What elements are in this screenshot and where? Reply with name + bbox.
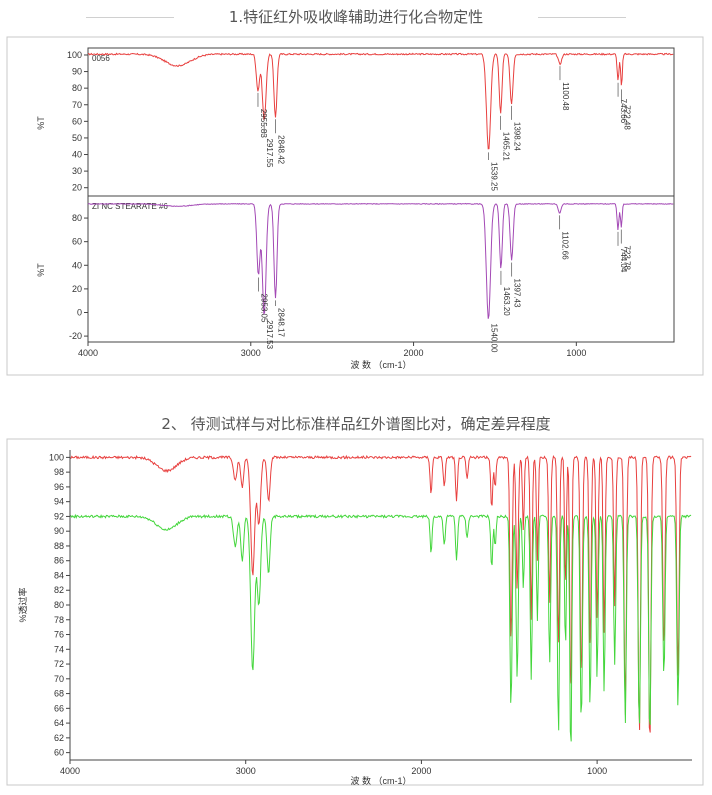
y-tick-label: 100 — [49, 452, 64, 462]
y-tick-label: 68 — [54, 689, 64, 699]
y-tick-label: 86 — [54, 556, 64, 566]
title-rule-right-1 — [538, 17, 626, 18]
ir-spectrum-chart-2: 100 98 96 94 92 90 88 86 84 82 80 78 76 74 72 70 68 66 64 6… — [6, 438, 704, 786]
y-tick-label: 72 — [54, 659, 64, 669]
peak-label: 1465.21 — [502, 132, 511, 161]
peak-label: 743.66 — [619, 99, 628, 124]
peak-label: 1102.66 — [561, 231, 570, 260]
y-tick-label: 70 — [72, 100, 82, 110]
peak-label: 1100.48 — [561, 82, 570, 111]
series-name: ZI NC STEARATE #6 — [92, 202, 168, 211]
x-tick-label: 1000 — [566, 348, 586, 358]
spectrum-line-red — [70, 454, 692, 733]
peak-label: 2917.53 — [265, 320, 274, 349]
x-tick-label: 3000 — [236, 766, 256, 776]
spectrum-line-red — [87, 52, 674, 150]
y-tick-label: 66 — [54, 703, 64, 713]
y-tick-label: 90 — [54, 526, 64, 536]
y-tick-label: 80 — [54, 600, 64, 610]
peak-label: 722.48 — [623, 105, 632, 130]
y-tick-label: 20 — [72, 183, 82, 193]
x-tick-label: 4000 — [78, 348, 98, 358]
y-tick-label: 30 — [72, 166, 82, 176]
peak-label: 1463.20 — [502, 287, 511, 316]
peak-label: 1539.25 — [490, 162, 499, 191]
y-tick-label: 40 — [72, 150, 82, 160]
section-title-1: 1.特征红外吸收峰辅助进行化合物定性 — [228, 8, 484, 26]
y-tick-label: 20 — [72, 284, 82, 294]
x-tick-label: 3000 — [241, 348, 261, 358]
chart-frame — [6, 36, 704, 376]
y-tick-label: 76 — [54, 630, 64, 640]
y-tick-label: 96 — [54, 482, 64, 492]
y-tick-label: 92 — [54, 511, 64, 521]
y-tick-label: 50 — [72, 133, 82, 143]
y-tick-label: 82 — [54, 585, 64, 595]
x-axis-label: 波 数 （cm-1） — [350, 359, 411, 370]
y-tick-label: 100 — [67, 50, 82, 60]
y-axis-label: %透过率 — [17, 587, 28, 622]
title-rule-left-1 — [86, 17, 174, 18]
y-tick-label: 84 — [54, 570, 64, 580]
y-tick-label: 88 — [54, 541, 64, 551]
y-tick-label: 80 — [72, 83, 82, 93]
y-tick-label: 60 — [54, 748, 64, 758]
x-tick-label: 4000 — [60, 766, 80, 776]
y-tick-label: 74 — [54, 644, 64, 654]
y-tick-label: 78 — [54, 615, 64, 625]
chart-frame — [6, 438, 704, 786]
x-axis-label: 波 数 （cm-1） — [350, 775, 411, 786]
y-tick-label: 70 — [54, 674, 64, 684]
y-tick-label: 64 — [54, 718, 64, 728]
peak-label: 2917.55 — [265, 139, 274, 168]
y-tick-label: -20 — [69, 331, 82, 341]
plot-border — [87, 47, 675, 343]
x-tick-label: 2000 — [411, 766, 431, 776]
peak-label: 2848.42 — [276, 135, 285, 164]
peak-label: 723.78 — [622, 246, 631, 271]
spectrum-line-green — [70, 513, 692, 742]
x-tick-label: 1000 — [587, 766, 607, 776]
peak-label: 1398.24 — [513, 122, 522, 151]
y-tick-label: 60 — [72, 116, 82, 126]
y-tick-label: 90 — [72, 67, 82, 77]
series-name: 0056 — [92, 54, 110, 63]
y-tick-label: 0 — [77, 307, 82, 317]
section-title-2: 2、 待测试样与对比标准样品红外谱图比对，确定差异程度 — [161, 415, 551, 433]
y-tick-label: 80 — [72, 213, 82, 223]
peak-label: 2848.17 — [276, 308, 285, 337]
peak-label: 1540.00 — [489, 324, 498, 353]
x-tick-label: 2000 — [404, 348, 424, 358]
peak-label: 744.04 — [619, 248, 628, 273]
peak-label: 1397.43 — [513, 279, 522, 308]
y-tick-label: 98 — [54, 467, 64, 477]
y-axis-label: %T — [36, 263, 46, 277]
y-tick-label: 40 — [72, 260, 82, 270]
spectrum-line-purple — [87, 202, 674, 319]
peak-label: 2953.05 — [259, 294, 268, 323]
peak-label: 2955.83 — [259, 109, 268, 138]
y-axis-label: %T — [36, 116, 46, 130]
y-tick-label: 94 — [54, 497, 64, 507]
y-tick-label: 62 — [54, 733, 64, 743]
y-tick-label: 60 — [72, 237, 82, 247]
